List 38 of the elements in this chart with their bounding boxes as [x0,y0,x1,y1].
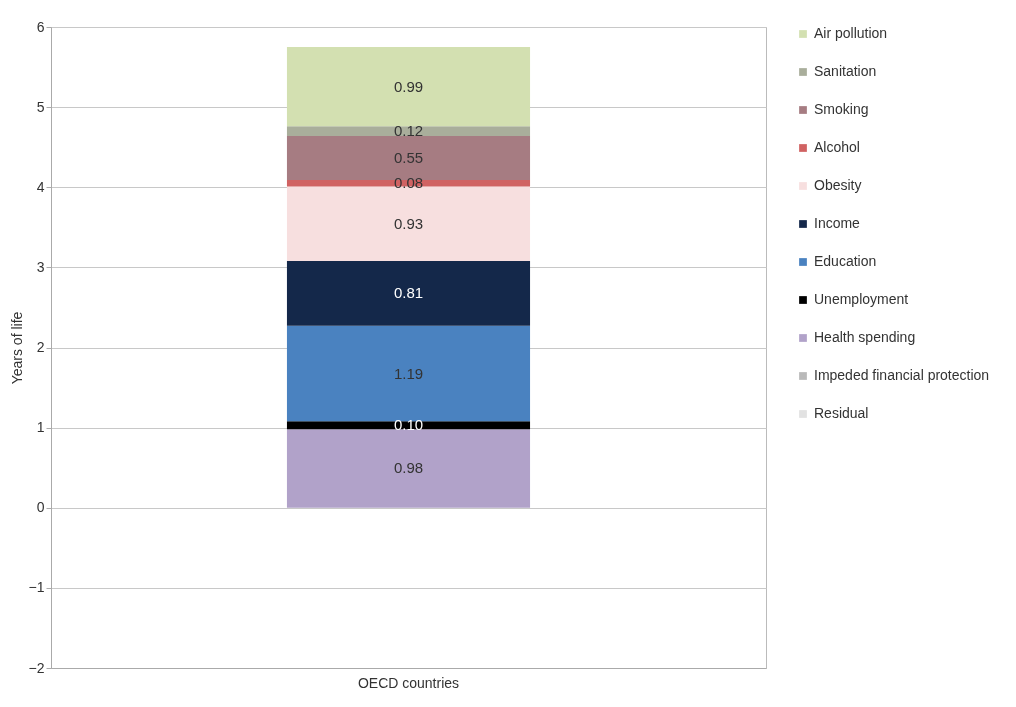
data-label: 0.10 [393,416,424,434]
bar [286,47,531,127]
data-label: 1.19 [393,364,424,382]
data-label: 0.55 [393,149,424,166]
legend-label: Sanitation [814,63,877,79]
legend-label: Residual [814,405,869,421]
legend-label: Income [814,215,861,231]
legend-label: Alcohol [814,139,860,155]
bar [286,429,531,508]
x-tick-label: OECD countries [357,674,460,691]
data-label: 0.08 [393,174,424,192]
y-tick-label: 2 [36,339,45,355]
bar [286,126,531,136]
data-label: 0.93 [393,214,424,232]
y-tick-label: 6 [36,18,45,35]
legend-label: Air pollution [814,25,888,41]
legend-label: Impeded financial protection [814,367,990,383]
bar [286,186,531,261]
y-tick-label: −2 [28,659,45,676]
y-tick-label: 4 [36,178,45,195]
y-tick-label: 5 [36,98,45,115]
legend-label: Health spending [814,329,916,345]
legend-label: Unemployment [814,291,909,307]
y-tick-label: −1 [28,579,45,596]
data-label: 0.12 [393,122,424,140]
y-tick-label: 3 [36,258,45,275]
data-label: 0.81 [393,284,424,302]
bar [286,421,531,430]
y-tick-label: 0 [36,499,45,516]
bar [286,260,531,326]
data-label: 0.98 [393,459,424,477]
data-label: 0.99 [393,77,424,95]
bar [286,325,531,422]
y-tick-label: 1 [36,419,45,436]
legend-label: Obesity [814,177,862,193]
legend-label: Education [814,253,877,269]
legend-label: Smoking [814,101,869,117]
y-axis-title: Years of life [8,311,25,385]
